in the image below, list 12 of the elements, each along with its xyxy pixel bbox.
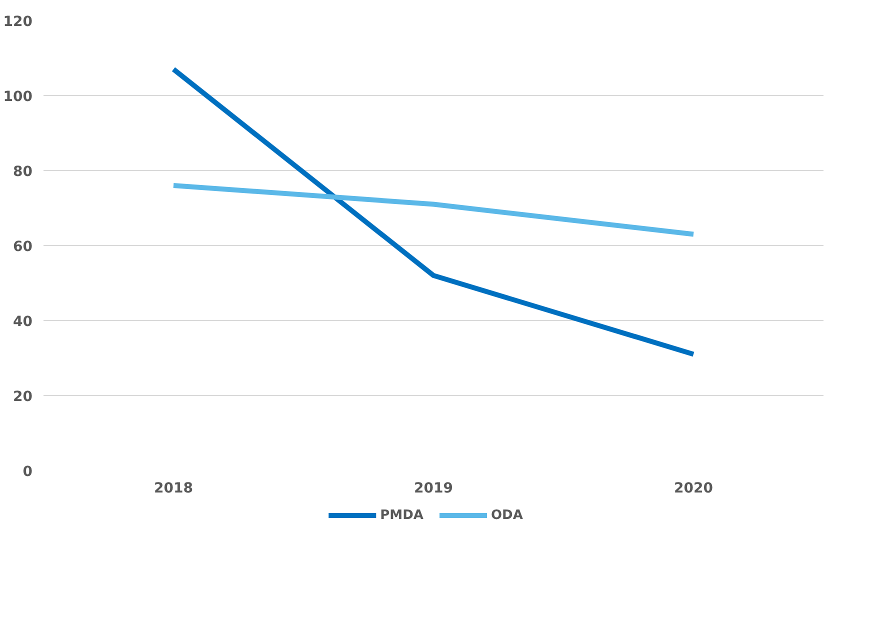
x-tick-label: 2019: [414, 480, 453, 496]
y-tick-label: 60: [13, 239, 33, 255]
y-tick-label: 100: [3, 89, 33, 105]
y-tick-label: 20: [13, 389, 33, 405]
legend-label: ODA: [490, 508, 523, 523]
y-tick-label: 40: [13, 314, 33, 330]
x-tick-label: 2018: [154, 480, 193, 496]
y-tick-label: 0: [22, 464, 33, 480]
x-tick-label: 2020: [674, 480, 714, 496]
legend-label: PMDA: [380, 508, 424, 523]
y-tick-label: 120: [3, 14, 33, 30]
y-tick-label: 80: [13, 164, 33, 180]
